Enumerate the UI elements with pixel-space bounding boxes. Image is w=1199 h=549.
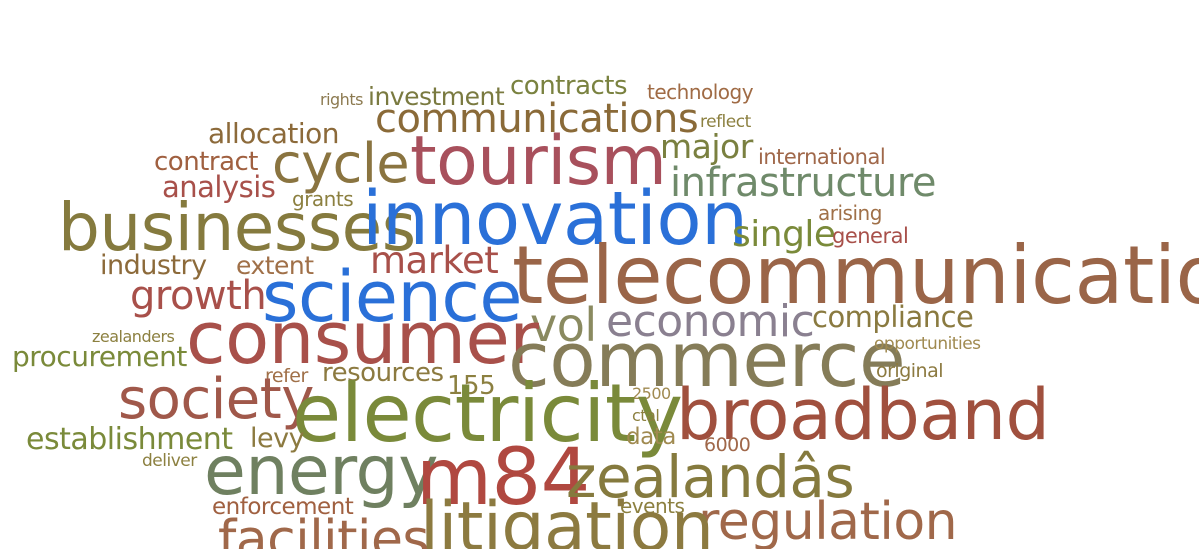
word-contracts: contracts bbox=[510, 71, 628, 101]
word-society: society bbox=[118, 367, 314, 432]
word-general: general bbox=[832, 224, 909, 248]
word-broadband: broadband bbox=[676, 374, 1050, 456]
word-establishment: establishment bbox=[26, 422, 233, 457]
word-2500: 2500 bbox=[632, 384, 671, 403]
word-facilities: facilities bbox=[218, 510, 430, 549]
word-industry: industry bbox=[100, 250, 207, 281]
word-grants: grants bbox=[292, 187, 354, 211]
word-enforcement: enforcement bbox=[212, 494, 354, 520]
word-levy: levy bbox=[250, 423, 305, 454]
word-technology: technology bbox=[647, 80, 754, 104]
word-zealanders: zealanders bbox=[92, 327, 175, 346]
word-investment: investment bbox=[368, 82, 505, 111]
word-international: international bbox=[758, 145, 886, 169]
word-contract: contract bbox=[154, 147, 259, 177]
word-infrastructure: infrastructure bbox=[670, 160, 937, 206]
word-electricity: electricity bbox=[292, 367, 683, 460]
word-analysis: analysis bbox=[162, 170, 276, 204]
word-procurement: procurement bbox=[12, 340, 187, 373]
word-economic: economic bbox=[606, 296, 815, 347]
word-innovation: innovation bbox=[362, 176, 748, 262]
word-155: 155 bbox=[447, 371, 496, 401]
word-major: major bbox=[660, 127, 753, 166]
word-cycle: cycle bbox=[272, 132, 410, 195]
word-science: science bbox=[262, 256, 522, 338]
word-resources: resources bbox=[322, 358, 444, 388]
word-single: single bbox=[732, 214, 836, 255]
word-energy: energy bbox=[204, 432, 438, 511]
word-businesses: businesses bbox=[58, 189, 416, 266]
word-compliance: compliance bbox=[812, 300, 974, 334]
word-regulation: regulation bbox=[698, 492, 958, 549]
word-zealands: zealandâs bbox=[566, 443, 855, 511]
word-rights: rights bbox=[320, 90, 363, 109]
word-reflect: reflect bbox=[700, 112, 751, 132]
word-m84: m84 bbox=[416, 433, 590, 523]
word-allocation: allocation bbox=[208, 117, 340, 150]
word-deliver: deliver bbox=[142, 451, 197, 471]
word-ctal: ctal bbox=[632, 406, 660, 425]
word-telecommunications: telecommunicatio bbox=[512, 229, 1199, 322]
word-communications: communications bbox=[375, 96, 699, 142]
word-refer: refer bbox=[265, 365, 308, 387]
word-tourism: tourism bbox=[410, 122, 667, 201]
word-6000: 6000 bbox=[704, 434, 751, 456]
word-market: market bbox=[370, 239, 499, 282]
word-original: original bbox=[876, 360, 944, 382]
word-vol: vol bbox=[530, 298, 597, 352]
word-opportunities: opportunities bbox=[874, 334, 981, 354]
word-arising: arising bbox=[818, 201, 882, 225]
word-growth: growth bbox=[130, 273, 267, 319]
word-events: events bbox=[620, 494, 685, 518]
word-consumer: consumer bbox=[186, 296, 539, 380]
word-extent: extent bbox=[236, 251, 314, 280]
word-data: data bbox=[626, 424, 676, 450]
word-commerce: commerce bbox=[508, 315, 906, 404]
word-litigation: litigation bbox=[420, 488, 714, 549]
